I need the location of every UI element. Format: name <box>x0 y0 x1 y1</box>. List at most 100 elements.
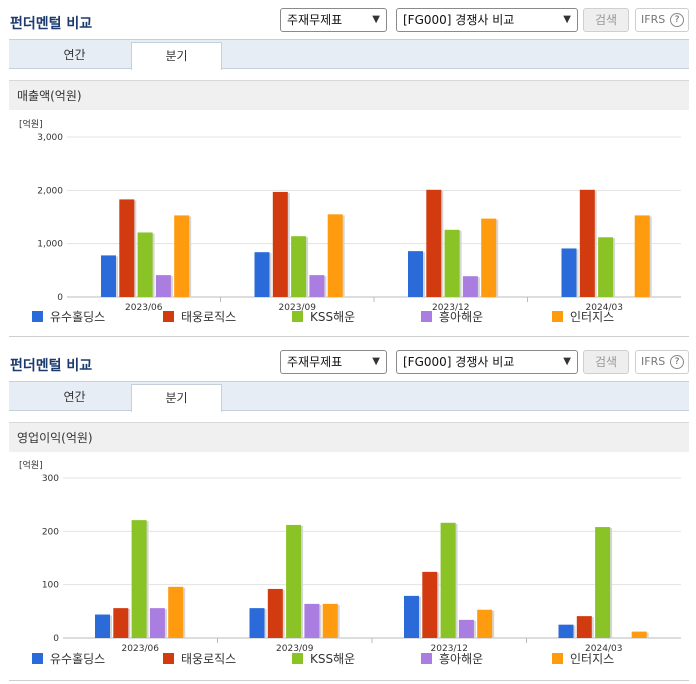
bar <box>304 603 320 638</box>
y-tick-label: 2,000 <box>37 186 63 196</box>
search-button[interactable]: 검색 <box>583 350 629 374</box>
ifrs-button[interactable]: IFRS ? <box>635 8 689 32</box>
bar <box>477 609 493 638</box>
period-tabs: 연간 분기 <box>9 39 689 70</box>
bar <box>322 603 338 638</box>
bar <box>309 275 325 297</box>
x-tick-label: 2023/12 <box>432 303 469 313</box>
tab-quarterly[interactable]: 분기 <box>131 42 222 70</box>
legend-label: 흥아해운 <box>439 310 483 324</box>
bar <box>426 189 442 297</box>
legend-swatch <box>163 311 174 322</box>
bar <box>422 571 438 638</box>
legend-swatch <box>163 653 174 664</box>
chart-subtitle: 매출액(억원) <box>9 80 689 110</box>
bar <box>286 524 302 638</box>
bar <box>174 215 190 297</box>
fundamental-panel-revenue: 펀더멘털 비교 주재무제표 ▼ [FG000] 경쟁사 비교 ▼ 검색 IFRS… <box>0 0 696 340</box>
x-tick-label: 2023/09 <box>276 644 314 654</box>
tab-annual[interactable]: 연간 <box>63 390 86 404</box>
y-tick-label: 0 <box>57 293 63 303</box>
comparison-group-select[interactable]: [FG000] 경쟁사 비교 ▼ <box>396 350 578 374</box>
comparison-group-value: [FG000] 경쟁사 비교 <box>403 355 515 369</box>
y-tick-label: 200 <box>42 527 59 537</box>
legend-swatch <box>421 311 432 322</box>
help-icon[interactable]: ? <box>670 13 684 27</box>
legend-swatch <box>32 653 43 664</box>
comparison-group-value: [FG000] 경쟁사 비교 <box>403 13 515 27</box>
ifrs-button[interactable]: IFRS ? <box>635 350 689 374</box>
statement-type-select[interactable]: 주재무제표 ▼ <box>280 350 387 374</box>
legend-label: 태웅로직스 <box>181 652 236 666</box>
y-tick-label: 0 <box>53 634 59 644</box>
y-tick-label: 300 <box>42 474 59 484</box>
statement-type-select[interactable]: 주재무제표 ▼ <box>280 8 387 32</box>
chevron-down-icon: ▼ <box>372 356 380 367</box>
x-tick-label: 2023/12 <box>431 644 468 654</box>
chevron-down-icon: ▼ <box>563 356 571 367</box>
bar <box>558 624 574 638</box>
bar <box>481 218 497 297</box>
y-unit-label: [억원] <box>19 459 43 471</box>
fundamental-panel-operating-income: 펀더멘털 비교 주재무제표 ▼ [FG000] 경쟁사 비교 ▼ 검색 IFRS… <box>0 342 696 684</box>
bar <box>95 614 110 638</box>
legend-label: KSS해운 <box>310 652 355 666</box>
legend-label: KSS해운 <box>310 310 355 324</box>
bar <box>327 214 343 297</box>
divider <box>9 336 689 337</box>
chevron-down-icon: ▼ <box>563 14 571 25</box>
statement-type-value: 주재무제표 <box>287 355 343 369</box>
tab-annual[interactable]: 연간 <box>63 48 86 62</box>
bar <box>254 252 270 297</box>
bar <box>561 248 577 297</box>
help-icon[interactable]: ? <box>670 355 684 369</box>
bar <box>595 527 611 638</box>
y-tick-label: 100 <box>42 581 59 591</box>
bar <box>634 215 650 297</box>
legend-swatch <box>552 653 563 664</box>
legend-label: 유수홀딩스 <box>50 652 105 666</box>
ifrs-label: IFRS <box>641 355 666 368</box>
bar <box>113 608 129 638</box>
bar <box>137 232 153 297</box>
y-unit-label: [억원] <box>19 118 43 130</box>
bar <box>249 608 265 638</box>
bar <box>440 522 456 638</box>
statement-type-value: 주재무제표 <box>287 13 343 27</box>
bar <box>168 586 184 638</box>
x-tick-label: 2023/09 <box>279 303 317 313</box>
x-tick-label: 2023/06 <box>122 644 160 654</box>
bar <box>131 520 147 638</box>
legend-label: 태웅로직스 <box>181 310 236 324</box>
x-tick-label: 2023/06 <box>125 303 163 313</box>
bar <box>119 199 135 297</box>
bar <box>458 619 474 638</box>
legend-swatch <box>32 311 43 322</box>
bar <box>404 595 419 638</box>
legend-swatch <box>421 653 432 664</box>
search-button[interactable]: 검색 <box>583 8 629 32</box>
comparison-group-select[interactable]: [FG000] 경쟁사 비교 ▼ <box>396 8 578 32</box>
legend-swatch <box>292 653 303 664</box>
chart-subtitle: 영업이익(억원) <box>9 422 689 452</box>
bar <box>598 237 614 297</box>
legend-label: 인터지스 <box>570 310 614 324</box>
bar <box>291 236 307 297</box>
ifrs-label: IFRS <box>641 13 666 26</box>
x-tick-label: 2024/03 <box>586 303 623 313</box>
revenue-bar-chart: [억원] 0 1,000 2,000 3,000 2023/06 2023/09 2023/1… <box>19 118 681 324</box>
legend-label: 유수홀딩스 <box>50 310 105 324</box>
bar <box>267 588 283 638</box>
bar <box>631 631 647 638</box>
panel-title: 펀더멘털 비교 <box>10 358 93 374</box>
bar <box>579 189 595 297</box>
tab-quarterly[interactable]: 분기 <box>131 384 222 412</box>
operating-income-bar-chart: [억원] 0 100 200 300 2023/06 2023/09 2023/12 2024/… <box>19 459 681 666</box>
legend-label: 흥아해운 <box>439 652 483 666</box>
bar <box>155 275 171 297</box>
y-tick-label: 1,000 <box>37 240 63 250</box>
period-tabs: 연간 분기 <box>9 381 689 412</box>
panel-title: 펀더멘털 비교 <box>10 16 93 32</box>
divider <box>9 680 689 681</box>
legend-label: 인터지스 <box>570 652 614 666</box>
